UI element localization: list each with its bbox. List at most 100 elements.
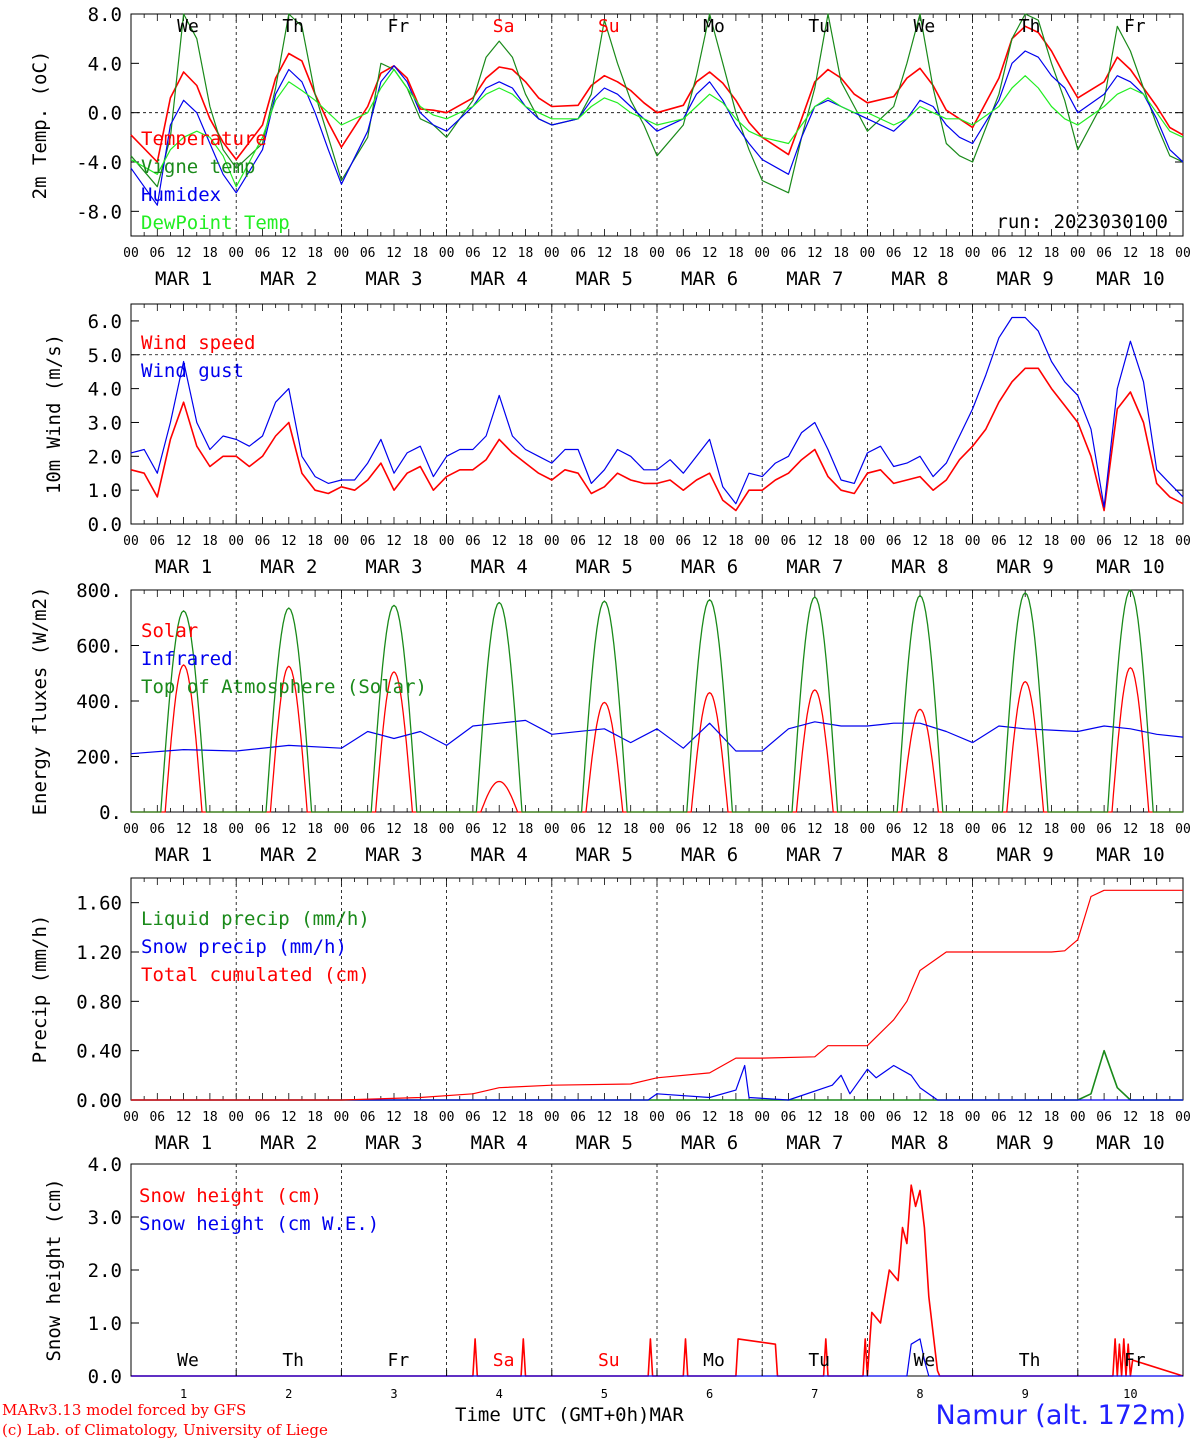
panel-2-hour-label: 12 <box>912 534 928 549</box>
panel-3-hour-label: 00 <box>1175 822 1191 837</box>
panel-1-date-label: MAR 9 <box>997 268 1054 290</box>
panel-4-y-tick-label: 1.60 <box>76 893 122 915</box>
weekday-label-bottom: Sa <box>493 1350 515 1371</box>
panel-3-hour-label: 00 <box>228 822 244 837</box>
day-number-label: 6 <box>706 1387 713 1401</box>
panel-4-hour-label: 06 <box>360 1110 376 1125</box>
panel-4-series-snow-precip-mm-h <box>131 1064 1183 1101</box>
panel-4-hour-label: 18 <box>728 1110 744 1125</box>
panel-1-y-axis-label: 2m Temp. (oC) <box>29 51 51 200</box>
weekday-label-bottom: Su <box>598 1350 620 1371</box>
panel-4-y-axis-label: Precip (mm/h) <box>29 915 51 1064</box>
panel-1-date-label: MAR 3 <box>365 268 422 290</box>
panel-3-hour-label: 18 <box>938 822 954 837</box>
panel-1-hour-label: 12 <box>807 246 823 261</box>
panel-4-date-label: MAR 9 <box>997 1132 1054 1154</box>
panel-1-hour-label: 18 <box>728 246 744 261</box>
panel-3-hour-label: 12 <box>281 822 297 837</box>
panel-2-hour-label: 18 <box>202 534 218 549</box>
panel-1-date-label: MAR 5 <box>576 268 633 290</box>
panel-1-hour-label: 12 <box>491 246 507 261</box>
weekday-label-top: Tu <box>808 16 830 37</box>
panel-1-hour-label: 12 <box>386 246 402 261</box>
panel-1-hour-label: 12 <box>912 246 928 261</box>
panel-2-hour-label: 12 <box>281 534 297 549</box>
panel-2-hour-label: 12 <box>386 534 402 549</box>
panel-1-hour-label: 12 <box>1017 246 1033 261</box>
panel-4-hour-label: 06 <box>465 1110 481 1125</box>
panel-2-hour-label: 12 <box>702 534 718 549</box>
panel-2-legend-entry: Wind speed <box>141 332 255 354</box>
panel-3-hour-label: 12 <box>176 822 192 837</box>
panel-1-series-temperature <box>130 25 1184 163</box>
panel-1-hour-label: 12 <box>597 246 613 261</box>
panel-2-hour-label: 06 <box>360 534 376 549</box>
panel-1-hour-label: 18 <box>1044 246 1060 261</box>
panel-4-hour-label: 00 <box>754 1110 770 1125</box>
panel-3-hour-label: 00 <box>123 822 139 837</box>
panel-1-hour-label: 06 <box>1096 246 1112 261</box>
panel-1-hour-label: 06 <box>570 246 586 261</box>
panel-2-hour-label: 18 <box>623 534 639 549</box>
panel-3-date-label: MAR 4 <box>471 844 528 866</box>
panel-2-hour-label: 18 <box>1044 534 1060 549</box>
panel-2-hour-label: 00 <box>544 534 560 549</box>
panel-2-y-axis-label: 10m Wind (m/s) <box>43 334 65 494</box>
panel-3-hour-label: 12 <box>1017 822 1033 837</box>
panel-1-y-tick-label: -4.0 <box>76 152 122 174</box>
panel-1-date-label: MAR 10 <box>1096 268 1165 290</box>
panel-3-hour-label: 00 <box>649 822 665 837</box>
panel-2-hour-label: 00 <box>228 534 244 549</box>
panel-2-hour-label: 18 <box>412 534 428 549</box>
panel-4-hour-label: 00 <box>649 1110 665 1125</box>
panel-4-y-tick-label: 1.20 <box>76 942 122 964</box>
panel-2-hour-label: 06 <box>886 534 902 549</box>
panel-1-hour-label: 00 <box>544 246 560 261</box>
panel-2-hour-label: 06 <box>570 534 586 549</box>
panel-2-hour-label: 00 <box>965 534 981 549</box>
panel-2-y-tick-label: 3.0 <box>88 412 122 434</box>
panel-1-hour-label: 18 <box>518 246 534 261</box>
panel-3-date-label: MAR 6 <box>681 844 738 866</box>
panel-1-legend-entry: DewPoint Temp <box>141 212 290 234</box>
day-number-label: 2 <box>285 1387 292 1401</box>
panel-2-hour-label: 00 <box>123 534 139 549</box>
panel-3-y-axis-label: Energy fluxes (W/m2) <box>29 587 51 816</box>
panel-3-date-label: MAR 5 <box>576 844 633 866</box>
panel-1-legend-entry: Temperature <box>141 128 267 150</box>
panel-2-hour-label: 06 <box>991 534 1007 549</box>
panel-3-hour-label: 12 <box>702 822 718 837</box>
panel-1-hour-label: 06 <box>675 246 691 261</box>
panel-1-date-label: MAR 6 <box>681 268 738 290</box>
weekday-label-top: We <box>914 16 936 37</box>
station-name: Namur (alt. 172m) <box>935 1400 1186 1431</box>
panel-4-hour-label: 18 <box>307 1110 323 1125</box>
panel-5-legend-entry: Snow height (cm W.E.) <box>139 1213 379 1235</box>
panel-1-hour-label: 18 <box>1149 246 1165 261</box>
panel-2-hour-label: 12 <box>807 534 823 549</box>
panel-2-hour-label: 18 <box>1149 534 1165 549</box>
panel-2-series-wind-speed <box>130 367 1184 512</box>
panel-4-hour-label: 12 <box>281 1110 297 1125</box>
panel-2-date-label: MAR 1 <box>155 556 212 578</box>
panel-2-date-label: MAR 4 <box>471 556 528 578</box>
panel-4-y-tick-label: 0.40 <box>76 1041 122 1063</box>
panel-1-hour-label: 06 <box>465 246 481 261</box>
panel-3-hour-label: 06 <box>570 822 586 837</box>
panel-1-hour-label: 00 <box>123 246 139 261</box>
panel-1-hour-label: 18 <box>202 246 218 261</box>
panel-2-date-label: MAR 9 <box>997 556 1054 578</box>
panel-3-hour-label: 12 <box>1123 822 1139 837</box>
panel-1-date-label: MAR 2 <box>260 268 317 290</box>
panel-4-hour-label: 18 <box>202 1110 218 1125</box>
panel-3-date-label: MAR 1 <box>155 844 212 866</box>
weekday-label-top: Mo <box>703 16 725 37</box>
panel-4-hour-label: 06 <box>255 1110 271 1125</box>
panel-3-hour-label: 12 <box>912 822 928 837</box>
weekday-label-bottom: We <box>177 1350 199 1371</box>
panel-2-hour-label: 06 <box>255 534 271 549</box>
panel-3-hour-label: 00 <box>1070 822 1086 837</box>
panel-1-hour-label: 06 <box>149 246 165 261</box>
panel-2-hour-label: 00 <box>439 534 455 549</box>
panel-3-date-label: MAR 10 <box>1096 844 1165 866</box>
